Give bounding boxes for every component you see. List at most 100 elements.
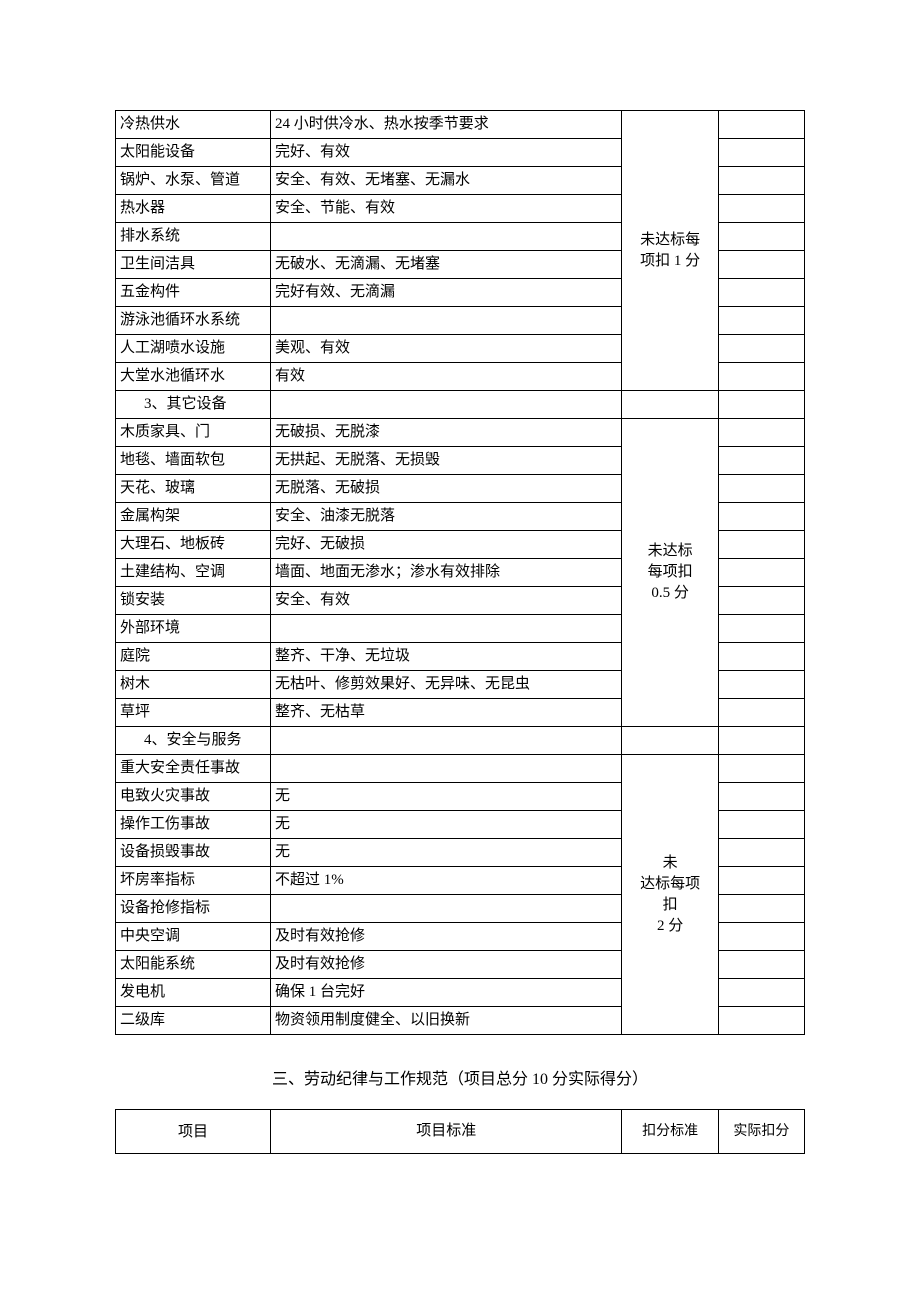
item-cell: 中央空调 [116,923,271,951]
standard-cell: 有效 [271,363,622,391]
score-cell [718,139,804,167]
header-deduction: 扣分标准 [622,1110,718,1154]
item-cell: 天花、玻璃 [116,475,271,503]
section-heading: 三、劳动纪律与工作规范（项目总分 10 分实际得分） [115,1065,805,1089]
deduction-cell: 未达标 每项扣 0.5 分 [622,419,718,727]
item-cell: 大堂水池循环水 [116,363,271,391]
item-cell: 设备抢修指标 [116,895,271,923]
item-cell: 五金构件 [116,279,271,307]
standard-cell [271,615,622,643]
empty-cell [271,391,622,419]
table-row: 冷热供水 24 小时供冷水、热水按季节要求 未达标每 项扣 1 分 [116,111,805,139]
standard-cell: 物资领用制度健全、以旧换新 [271,1007,622,1035]
standard-cell: 整齐、干净、无垃圾 [271,643,622,671]
discipline-table: 项目 项目标准 扣分标准 实际扣分 [115,1109,805,1154]
score-cell [718,979,804,1007]
score-cell [718,223,804,251]
deduction-cell: 未达标每 项扣 1 分 [622,111,718,391]
empty-cell [718,391,804,419]
item-cell: 冷热供水 [116,111,271,139]
deduction-cell: 未 达标每项 扣 2 分 [622,755,718,1035]
empty-cell [718,727,804,755]
item-cell: 锁安装 [116,587,271,615]
header-item: 项目 [116,1110,271,1154]
score-cell [718,839,804,867]
item-cell: 卫生间洁具 [116,251,271,279]
evaluation-table: 冷热供水 24 小时供冷水、热水按季节要求 未达标每 项扣 1 分 太阳能设备 … [115,110,805,1035]
score-cell [718,811,804,839]
deduction-text: 0.5 分 [651,585,689,601]
standard-cell: 无拱起、无脱落、无损毁 [271,447,622,475]
score-cell [718,1007,804,1035]
score-cell [718,923,804,951]
deduction-text: 每项扣 [648,564,693,580]
standard-cell: 安全、油漆无脱落 [271,503,622,531]
score-cell [718,783,804,811]
item-cell: 重大安全责任事故 [116,755,271,783]
score-cell [718,671,804,699]
standard-cell: 无 [271,783,622,811]
score-cell [718,615,804,643]
table-row: 重大安全责任事故 未 达标每项 扣 2 分 [116,755,805,783]
item-cell: 草坪 [116,699,271,727]
score-cell [718,531,804,559]
standard-cell [271,307,622,335]
standard-cell: 墙面、地面无渗水；渗水有效排除 [271,559,622,587]
standard-cell: 无 [271,839,622,867]
score-cell [718,419,804,447]
score-cell [718,307,804,335]
item-cell: 操作工伤事故 [116,811,271,839]
score-cell [718,475,804,503]
score-cell [718,755,804,783]
standard-cell: 不超过 1% [271,867,622,895]
standard-cell: 安全、有效、无堵塞、无漏水 [271,167,622,195]
standard-cell: 完好、有效 [271,139,622,167]
section-header: 4、安全与服务 [116,727,271,755]
standard-cell: 整齐、无枯草 [271,699,622,727]
deduction-text: 未达标每 [640,232,700,248]
standard-cell: 美观、有效 [271,335,622,363]
score-cell [718,251,804,279]
item-cell: 土建结构、空调 [116,559,271,587]
standard-cell: 确保 1 台完好 [271,979,622,1007]
section-header: 3、其它设备 [116,391,271,419]
table-header-row: 项目 项目标准 扣分标准 实际扣分 [116,1110,805,1154]
score-cell [718,643,804,671]
deduction-text: 达标每项 [640,876,700,892]
standard-cell: 无脱落、无破损 [271,475,622,503]
standard-cell: 24 小时供冷水、热水按季节要求 [271,111,622,139]
standard-cell [271,895,622,923]
score-cell [718,699,804,727]
score-cell [718,559,804,587]
standard-cell: 无破水、无滴漏、无堵塞 [271,251,622,279]
empty-cell [622,391,718,419]
item-cell: 木质家具、门 [116,419,271,447]
section-header-row: 4、安全与服务 [116,727,805,755]
score-cell [718,363,804,391]
score-cell [718,279,804,307]
standard-cell: 无枯叶、修剪效果好、无异味、无昆虫 [271,671,622,699]
empty-cell [622,727,718,755]
header-standard: 项目标准 [271,1110,622,1154]
item-cell: 游泳池循环水系统 [116,307,271,335]
score-cell [718,587,804,615]
item-cell: 太阳能设备 [116,139,271,167]
deduction-text: 未达标 [648,543,693,559]
score-cell [718,895,804,923]
item-cell: 外部环境 [116,615,271,643]
item-cell: 电致火灾事故 [116,783,271,811]
score-cell [718,503,804,531]
standard-cell [271,223,622,251]
score-cell [718,867,804,895]
score-cell [718,447,804,475]
item-cell: 太阳能系统 [116,951,271,979]
deduction-text: 项扣 1 分 [640,253,700,269]
score-cell [718,335,804,363]
item-cell: 金属构架 [116,503,271,531]
empty-cell [271,727,622,755]
deduction-text: 扣 [663,897,678,913]
standard-cell [271,755,622,783]
deduction-text: 2 分 [657,918,683,934]
header-actual: 实际扣分 [718,1110,804,1154]
item-cell: 庭院 [116,643,271,671]
